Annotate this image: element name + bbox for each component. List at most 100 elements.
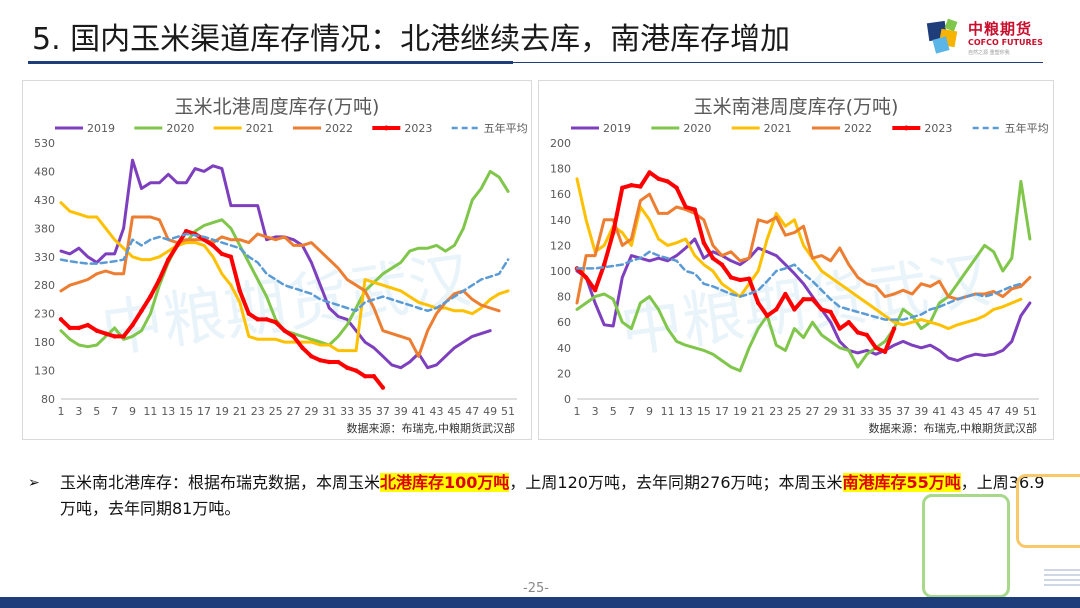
data-point-2023	[327, 359, 332, 365]
x-tick-label: 7	[628, 405, 635, 418]
data-point-2023	[828, 309, 833, 315]
series-line-2022	[59, 215, 501, 358]
page-title: 5. 国内玉米渠道库存情况：北港继续去库，南港库存增加	[32, 22, 791, 57]
x-tick-label: 13	[679, 405, 693, 418]
x-tick-label: 7	[111, 405, 118, 418]
data-point-2023	[121, 334, 126, 339]
x-tick-label: 37	[376, 405, 390, 418]
legend-label-2020: 2020	[166, 122, 194, 135]
summary-part1: 玉米南北港库存：根据布瑞克数据，本周玉米	[60, 473, 381, 492]
data-point-2023	[85, 322, 91, 328]
y-tick-label: 160	[550, 188, 571, 201]
x-tick-label: 19	[733, 405, 747, 418]
x-tick-label: 3	[75, 405, 82, 418]
data-point-2023	[683, 204, 688, 210]
data-point-2023	[583, 275, 589, 280]
data-point-2023	[846, 320, 851, 325]
x-tick-label: 19	[215, 405, 229, 418]
data-point-2023	[175, 243, 180, 248]
x-tick-label: 13	[161, 405, 175, 418]
data-point-2023	[318, 358, 323, 363]
chart-title: 玉米南港周度库存(万吨)	[694, 96, 899, 118]
x-tick-label: 49	[1005, 405, 1019, 418]
data-point-2023	[647, 170, 652, 175]
data-point-2023	[76, 325, 82, 331]
summary-text: 玉米南北港库存：根据布瑞克数据，本周玉米北港库存100万吨，上周120万吨，去年…	[60, 470, 1048, 522]
series-line-avg	[575, 250, 1023, 321]
legend-label-2023: 2023	[404, 122, 432, 135]
x-tick-label: 47	[465, 405, 479, 418]
data-point-2023	[656, 176, 661, 182]
x-tick-label: 27	[286, 405, 300, 418]
x-tick-label: 33	[860, 405, 874, 418]
legend-label-2022: 2022	[844, 122, 872, 135]
chart-source: 数据来源：布瑞克,中粮期货武汉部	[347, 421, 516, 435]
data-point-2023	[380, 385, 386, 390]
x-tick-label: 1	[58, 405, 65, 418]
x-tick-label: 39	[394, 405, 408, 418]
data-point-2023	[183, 228, 189, 234]
x-tick-label: 43	[950, 405, 964, 418]
data-point-2023	[864, 332, 870, 338]
data-point-2023	[219, 251, 225, 257]
data-point-2023	[67, 325, 73, 331]
legend-marker-2023	[383, 125, 389, 131]
y-tick-label: 40	[557, 342, 571, 355]
x-tick-label: 45	[447, 405, 461, 418]
x-tick-label: 5	[93, 405, 100, 418]
x-tick-label: 47	[987, 405, 1001, 418]
data-point-2023	[371, 374, 377, 379]
chart-source: 数据来源：布瑞克,中粮期货武汉部	[869, 421, 1038, 435]
x-tick-label: 17	[715, 405, 729, 418]
x-tick-label: 39	[914, 405, 928, 418]
summary-bullet: ➢ 玉米南北港库存：根据布瑞克数据，本周玉米北港库存100万吨，上周120万吨，…	[28, 470, 1048, 522]
page-number: -25-	[523, 581, 549, 596]
decor-green-frame	[922, 494, 1010, 598]
cofco-logo-icon	[926, 18, 958, 54]
x-tick-label: 15	[179, 405, 193, 418]
data-point-2023	[873, 345, 879, 350]
chart-title: 玉米北港周度库存(万吨)	[175, 96, 380, 118]
x-tick-label: 21	[751, 405, 765, 418]
bullet-arrow-icon: ➢	[28, 475, 40, 491]
data-point-2023	[891, 326, 897, 331]
data-point-2023	[737, 277, 743, 283]
x-tick-label: 9	[646, 405, 653, 418]
south-port-chart-panel: 中粮期货武汉 玉米南港周度库存(万吨) 2019 2020 2021 2022 2023 五年…	[538, 80, 1054, 440]
data-point-2023	[665, 179, 670, 184]
data-point-2023	[264, 317, 269, 322]
data-point-2023	[774, 307, 779, 312]
decor-orange-frame	[1016, 474, 1080, 548]
data-point-2023	[139, 308, 144, 314]
data-point-2023	[282, 328, 287, 333]
y-tick-label: 480	[34, 165, 55, 178]
data-point-2023	[335, 359, 341, 365]
series-line-2019	[575, 237, 1032, 363]
x-tick-label: 29	[824, 405, 838, 418]
x-tick-label: 33	[340, 405, 354, 418]
x-tick-label: 31	[322, 405, 336, 418]
x-tick-label: 5	[610, 405, 617, 418]
data-point-2023	[112, 334, 117, 339]
data-point-2023	[237, 288, 243, 294]
data-point-2023	[855, 330, 861, 335]
summary-highlight-south: 南港库存55万吨	[842, 473, 961, 492]
data-point-2023	[801, 296, 806, 302]
y-tick-label: 380	[34, 222, 55, 235]
data-point-2023	[719, 262, 725, 267]
x-tick-label: 37	[896, 405, 910, 418]
logo-english-name: COFCO FUTURES	[968, 38, 1043, 47]
legend-label-2022: 2022	[325, 122, 353, 135]
x-tick-label: 45	[969, 405, 983, 418]
summary-part2: ，上周120万吨，去年同期276万吨；本周玉米	[509, 473, 843, 492]
x-tick-label: 25	[269, 405, 283, 418]
legend-label-avg: 五年平均	[484, 121, 528, 135]
data-point-2023	[819, 307, 824, 312]
decor-lines	[1044, 566, 1080, 586]
data-point-2023	[611, 230, 616, 235]
data-point-2023	[130, 322, 135, 328]
data-point-2023	[629, 183, 634, 188]
x-tick-label: 31	[842, 405, 856, 418]
data-point-2023	[592, 288, 598, 293]
